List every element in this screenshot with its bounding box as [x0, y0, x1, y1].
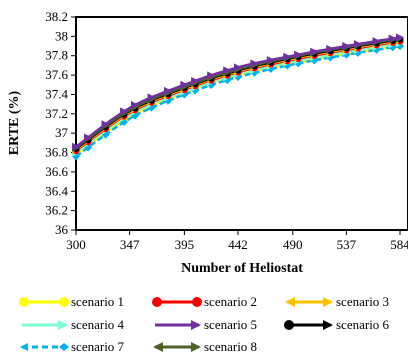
y-tick-label: 37.6	[45, 67, 68, 82]
legend-marker	[152, 297, 162, 307]
legend-label: scenario 4	[71, 317, 125, 332]
x-tick-label: 442	[228, 237, 248, 252]
x-axis-label: Number of Heliostat	[181, 261, 303, 276]
legend-label: scenario 5	[204, 317, 257, 332]
data-point	[283, 52, 292, 61]
series-line	[75, 44, 401, 158]
data-point	[310, 47, 319, 56]
legend-marker	[59, 297, 69, 307]
legend-marker	[284, 320, 294, 330]
legend-marker	[20, 343, 28, 351]
data-point	[180, 80, 189, 89]
legend-item: scenario 6	[284, 317, 390, 332]
y-tick-label: 38.2	[45, 9, 68, 24]
legend-marker	[153, 342, 163, 352]
legend-item: scenario 7	[20, 339, 125, 354]
data-point	[266, 55, 275, 64]
data-point	[147, 93, 156, 102]
legend-item: scenario 1	[19, 294, 124, 309]
series-7	[72, 42, 404, 161]
series-line	[75, 44, 401, 156]
y-tick-label: 38	[55, 28, 68, 43]
data-point	[131, 101, 140, 110]
legend-marker	[19, 297, 29, 307]
legend-marker	[285, 297, 295, 307]
data-point	[191, 76, 200, 85]
y-tick-label: 36	[55, 222, 69, 237]
x-tick-label: 395	[175, 237, 195, 252]
y-tick-label: 36.8	[45, 145, 68, 160]
data-point	[72, 142, 80, 151]
legend-marker	[192, 297, 202, 307]
series-layer	[72, 33, 404, 161]
legend-marker	[191, 320, 201, 330]
legend-label: scenario 2	[204, 294, 257, 309]
y-axis-ticks: 36 36.2 36.4 36.6 36.8 37 37.2 37.4 37.6 37.8 38 38…	[45, 9, 76, 237]
data-point	[84, 133, 93, 142]
data-point	[372, 37, 381, 46]
data-point	[294, 50, 303, 59]
y-tick-label: 36.2	[45, 203, 68, 218]
data-point	[207, 71, 216, 80]
legend-label: scenario 7	[71, 339, 125, 354]
y-tick-label: 36.6	[45, 164, 68, 179]
y-tick-label: 37.2	[45, 106, 68, 121]
series-line	[75, 41, 401, 154]
x-tick-label: 300	[66, 237, 86, 252]
x-tick-label: 584	[390, 237, 408, 252]
legend-item: scenario 3	[285, 294, 389, 309]
data-point	[101, 120, 110, 129]
y-tick-label: 36.4	[45, 183, 68, 198]
legend-label: scenario 1	[71, 294, 124, 309]
data-point	[326, 44, 335, 53]
legend-item: scenario 8	[153, 339, 257, 354]
legend-marker	[191, 342, 201, 352]
legend-item: scenario 5	[155, 317, 257, 332]
legend-item: scenario 2	[152, 294, 257, 309]
x-axis-ticks: 300 347 395 442 490 537 584	[66, 230, 408, 252]
plot-frame	[75, 16, 408, 231]
data-point	[234, 63, 242, 72]
x-tick-label: 347	[120, 237, 140, 252]
x-tick-label: 537	[337, 237, 357, 252]
data-point	[164, 86, 173, 95]
legend-label: scenario 3	[336, 294, 389, 309]
data-point	[250, 59, 259, 68]
series-line	[75, 38, 401, 150]
legend-label: scenario 6	[336, 317, 390, 332]
series-line	[75, 38, 401, 151]
data-point	[223, 66, 232, 75]
legend-marker	[59, 343, 69, 351]
series-4	[72, 39, 404, 157]
data-point	[388, 34, 397, 43]
data-point	[396, 33, 404, 42]
x-tick-label: 490	[283, 237, 303, 252]
series-5	[72, 33, 404, 151]
legend-marker	[58, 320, 68, 330]
data-point	[353, 40, 362, 49]
legend: scenario 1 scenario 2 scenario 3 scenario 4…	[19, 294, 390, 354]
y-tick-label: 37	[55, 125, 69, 140]
legend-label: scenario 8	[204, 339, 257, 354]
data-point	[342, 42, 351, 51]
y-axis-label: ERTE (%)	[7, 90, 22, 155]
legend-marker	[323, 320, 333, 330]
series-line	[75, 39, 401, 152]
series-2	[72, 37, 404, 155]
y-tick-label: 37.8	[45, 48, 68, 63]
y-tick-label: 37.4	[45, 86, 68, 101]
legend-marker	[323, 297, 333, 307]
data-point	[119, 107, 128, 116]
legend-item: scenario 4	[22, 317, 125, 332]
series-1	[72, 42, 404, 158]
